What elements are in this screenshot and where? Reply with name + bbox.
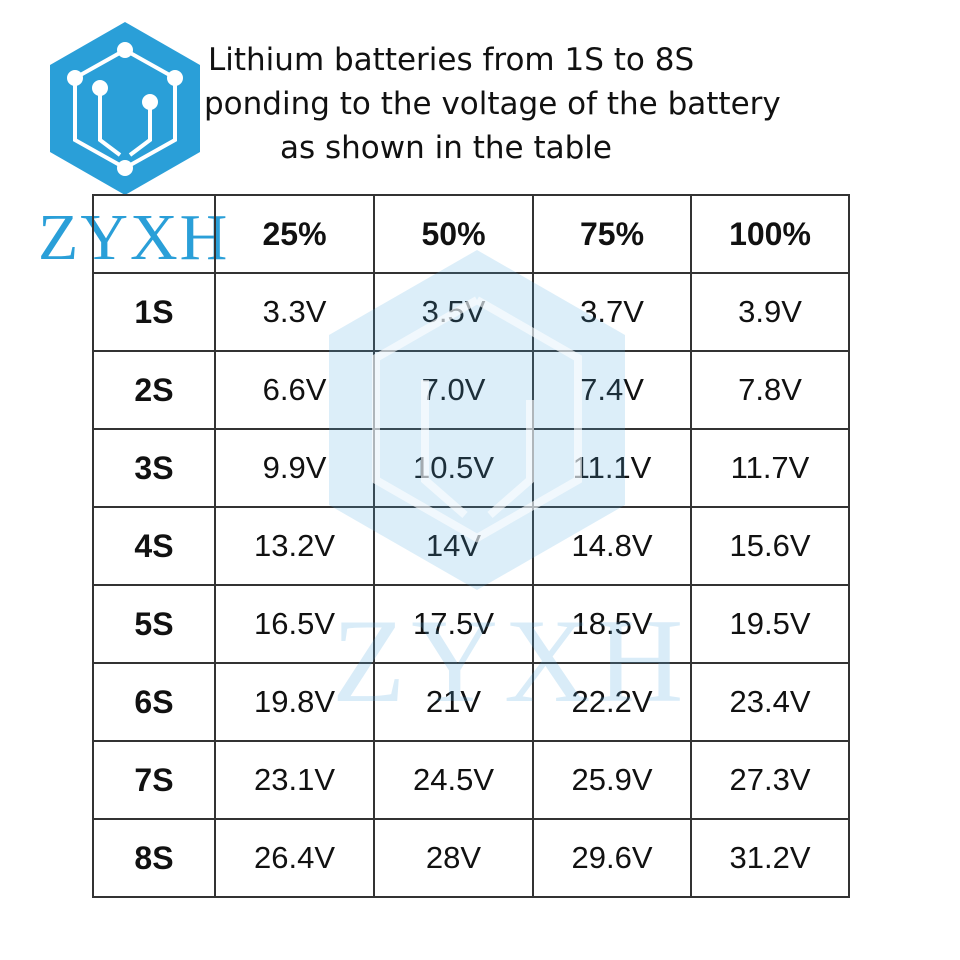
cell: 10.5V: [373, 428, 534, 508]
header-cell: 50%: [373, 194, 534, 274]
row-label: 6S: [92, 662, 216, 742]
row: 7S 23.1V 24.5V 25.9V 27.3V: [92, 740, 850, 820]
row: 4S 13.2V 14V 14.8V 15.6V: [92, 506, 850, 586]
row-label: 2S: [92, 350, 216, 430]
cell: 17.5V: [373, 584, 534, 664]
row: 1S 3.3V 3.5V 3.7V 3.9V: [92, 272, 850, 352]
voltage-table: 25% 50% 75% 100% 1S 3.3V 3.5V 3.7V 3.9V 2S 6.6V 7.0…: [92, 194, 850, 898]
cell: 21V: [373, 662, 534, 742]
row-label: 8S: [92, 818, 216, 898]
row-label: 7S: [92, 740, 216, 820]
cell: 22.2V: [532, 662, 692, 742]
cell: 19.8V: [214, 662, 375, 742]
cell: 15.6V: [690, 506, 850, 586]
row-label: 3S: [92, 428, 216, 508]
row: 3S 9.9V 10.5V 11.1V 11.7V: [92, 428, 850, 508]
cell: 14.8V: [532, 506, 692, 586]
cell: 29.6V: [532, 818, 692, 898]
cell: 7.4V: [532, 350, 692, 430]
row: 5S 16.5V 17.5V 18.5V 19.5V: [92, 584, 850, 664]
cell: 6.6V: [214, 350, 375, 430]
cell: 18.5V: [532, 584, 692, 664]
row-label: 1S: [92, 272, 216, 352]
cell: 23.1V: [214, 740, 375, 820]
row-label: 4S: [92, 506, 216, 586]
cell: 3.3V: [214, 272, 375, 352]
row: 6S 19.8V 21V 22.2V 23.4V: [92, 662, 850, 742]
cell: 11.1V: [532, 428, 692, 508]
cell: 19.5V: [690, 584, 850, 664]
header-row: 25% 50% 75% 100%: [92, 194, 850, 274]
cell: 31.2V: [690, 818, 850, 898]
row: 2S 6.6V 7.0V 7.4V 7.8V: [92, 350, 850, 430]
logo-hexagon: [50, 22, 200, 195]
row: 8S 26.4V 28V 29.6V 31.2V: [92, 818, 850, 898]
cell: 26.4V: [214, 818, 375, 898]
title-line: ponding to the voltage of the battery: [204, 86, 781, 122]
cell: 27.3V: [690, 740, 850, 820]
cell: 14V: [373, 506, 534, 586]
cell: 7.8V: [690, 350, 850, 430]
logo-circuit: [67, 42, 183, 176]
cell: 11.7V: [690, 428, 850, 508]
header-cell: 75%: [532, 194, 692, 274]
cell: 25.9V: [532, 740, 692, 820]
header-cell: 100%: [690, 194, 850, 274]
cell: 7.0V: [373, 350, 534, 430]
header-cell: [92, 194, 216, 274]
cell: 24.5V: [373, 740, 534, 820]
cell: 3.7V: [532, 272, 692, 352]
cell: 23.4V: [690, 662, 850, 742]
cell: 9.9V: [214, 428, 375, 508]
cell: 16.5V: [214, 584, 375, 664]
row-label: 5S: [92, 584, 216, 664]
cell: 3.5V: [373, 272, 534, 352]
title-line: as shown in the table: [280, 130, 612, 166]
title-line: Lithium batteries from 1S to 8S: [208, 42, 695, 78]
cell: 28V: [373, 818, 534, 898]
cell: 3.9V: [690, 272, 850, 352]
cell: 13.2V: [214, 506, 375, 586]
header-cell: 25%: [214, 194, 375, 274]
